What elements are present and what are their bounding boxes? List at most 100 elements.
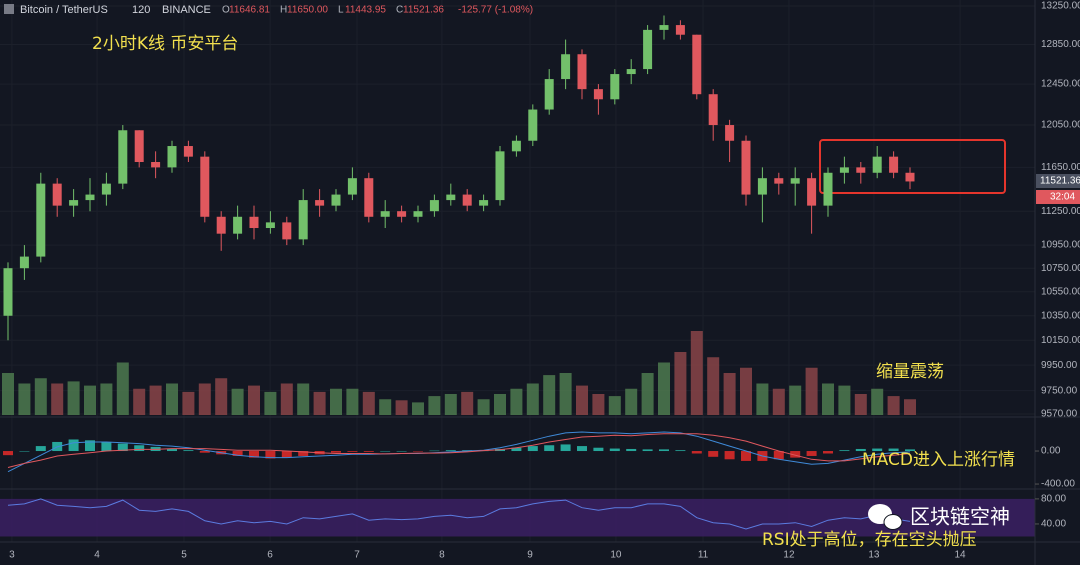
volume-bar bbox=[723, 373, 736, 415]
candle-body bbox=[36, 183, 46, 257]
macd-hist bbox=[347, 451, 358, 452]
macd-hist bbox=[183, 450, 194, 452]
volume-bar bbox=[592, 394, 605, 415]
watermark-icon bbox=[883, 514, 903, 530]
candle-body bbox=[528, 109, 538, 141]
candle-body bbox=[462, 194, 472, 206]
macd-hist bbox=[790, 451, 801, 458]
volume-bar bbox=[198, 383, 211, 415]
y-tick-label: 10950.00 bbox=[1041, 240, 1080, 251]
macd-hist bbox=[167, 448, 177, 452]
candle-body bbox=[3, 268, 13, 316]
volume-bar bbox=[658, 362, 670, 415]
ohlc-value: 11650.00 bbox=[287, 5, 328, 16]
macd-hist bbox=[396, 451, 407, 452]
ohlc-key: H bbox=[280, 5, 287, 16]
signal-line bbox=[7, 433, 911, 468]
macd-hist bbox=[724, 451, 735, 460]
candle-body bbox=[183, 146, 193, 157]
y-tick-label: 13250.00 bbox=[1041, 1, 1080, 12]
candle-body bbox=[265, 222, 275, 229]
candle-body bbox=[101, 183, 111, 195]
volume-bar bbox=[444, 394, 457, 415]
candle-body bbox=[544, 79, 554, 110]
y-tick-label: 80.00 bbox=[1041, 494, 1066, 505]
volume-bar bbox=[280, 383, 293, 415]
candle-body bbox=[643, 29, 653, 70]
volume-bar bbox=[608, 396, 621, 415]
macd-hist bbox=[101, 441, 112, 452]
macd-hist bbox=[675, 450, 686, 452]
macd-hist bbox=[560, 444, 571, 452]
annotation: MACD进入上涨行情 bbox=[862, 450, 1015, 470]
y-tick-label: 11250.00 bbox=[1041, 206, 1080, 217]
volume-bar bbox=[166, 383, 178, 415]
volume-bar bbox=[707, 357, 720, 415]
candle-body bbox=[85, 194, 95, 201]
y-tick-label: 12050.00 bbox=[1041, 120, 1080, 131]
x-tick-label: 10 bbox=[610, 550, 622, 561]
candle-body bbox=[741, 140, 751, 195]
y-tick-label: 0.00 bbox=[1041, 446, 1061, 457]
macd-hist bbox=[68, 439, 79, 452]
candle-body bbox=[249, 216, 259, 229]
volume-bar bbox=[854, 394, 867, 415]
rsi-line bbox=[7, 498, 911, 530]
candle-body bbox=[839, 167, 849, 173]
macd-hist bbox=[659, 449, 669, 452]
macd-hist bbox=[265, 451, 276, 459]
y-tick-label: 9570.00 bbox=[1041, 409, 1078, 420]
annotation: 缩量震荡 bbox=[876, 362, 944, 382]
candle-body bbox=[134, 130, 144, 163]
volume-bar bbox=[18, 383, 31, 415]
candle-body bbox=[397, 211, 407, 217]
volume-bar bbox=[51, 383, 64, 415]
candle-body bbox=[413, 211, 423, 217]
volume-bar bbox=[313, 391, 326, 415]
candle-body bbox=[331, 194, 341, 206]
volume-bar bbox=[510, 388, 523, 415]
x-tick-label: 7 bbox=[354, 550, 360, 561]
candle-body bbox=[495, 151, 505, 201]
candle-body bbox=[380, 211, 390, 217]
macd-hist bbox=[527, 446, 538, 452]
y-tick-label: 40.00 bbox=[1041, 519, 1066, 530]
candle-body bbox=[282, 222, 292, 240]
volume-bar bbox=[149, 385, 162, 415]
volume-bar bbox=[871, 388, 884, 415]
candle-body bbox=[216, 216, 226, 234]
candle-body bbox=[757, 178, 767, 195]
candle-body bbox=[446, 194, 456, 201]
candle-body bbox=[19, 256, 29, 269]
volume-bar bbox=[494, 394, 506, 415]
y-tick-label: 11650.00 bbox=[1041, 162, 1080, 173]
candle-body bbox=[429, 200, 439, 212]
macd-hist bbox=[626, 448, 637, 452]
volume-bar bbox=[576, 385, 588, 415]
macd-hist bbox=[134, 445, 145, 452]
candle-body bbox=[233, 216, 243, 234]
macd-hist bbox=[429, 450, 440, 452]
x-tick-label: 14 bbox=[954, 550, 966, 561]
volume-bar bbox=[330, 388, 342, 415]
y-tick-label: 9750.00 bbox=[1041, 385, 1078, 396]
macd-hist bbox=[19, 451, 30, 452]
volume-bar bbox=[740, 367, 752, 415]
volume-bar bbox=[133, 388, 146, 415]
volume-bar bbox=[100, 383, 113, 415]
y-tick-label: 10750.00 bbox=[1041, 263, 1080, 274]
candle-body bbox=[364, 178, 374, 217]
candle-body bbox=[725, 125, 735, 141]
y-tick-label: -400.00 bbox=[1041, 479, 1075, 490]
macd-hist bbox=[577, 446, 587, 452]
symbol: Bitcoin / TetherUS bbox=[20, 4, 108, 16]
candle-body bbox=[905, 172, 915, 182]
countdown-tag bbox=[1036, 190, 1080, 204]
watermark-text: 区块链空神 bbox=[910, 505, 1010, 529]
y-tick-label: 10550.00 bbox=[1041, 286, 1080, 297]
macd-hist bbox=[872, 448, 883, 452]
ohlc-key: O bbox=[222, 5, 230, 16]
header: Bitcoin / TetherUS 120 BINANCE O 11646.81… bbox=[4, 4, 533, 16]
